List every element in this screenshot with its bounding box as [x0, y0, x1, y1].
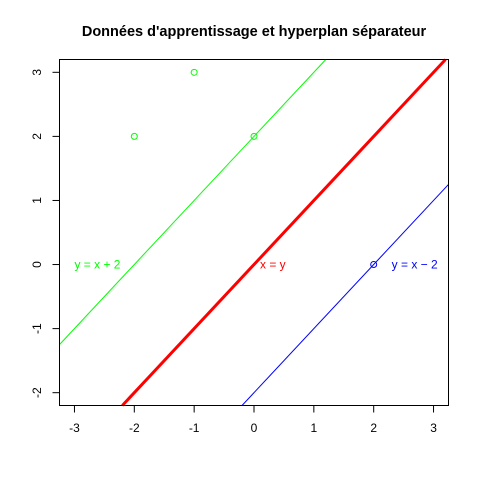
x-tick-label: 0 [251, 421, 258, 435]
y-tick-label: 2 [30, 133, 44, 140]
x-tick-label: -1 [189, 421, 200, 435]
line-lower-margin [241, 184, 449, 406]
y-tick-label: 0 [30, 261, 44, 268]
point-class-negative [370, 261, 378, 269]
point-class-positive [250, 132, 258, 140]
x-axis: -3 -2 -1 0 1 2 3 [69, 405, 437, 435]
point-class-positive [190, 68, 198, 76]
line-annotations: y = x + 2 x = y y = x − 2 [74, 258, 438, 272]
reference-lines [59, 58, 449, 407]
chart-title: Données d'apprentissage et hyperplan sép… [82, 24, 427, 40]
x-tick-label: 3 [430, 421, 437, 435]
y-tick-label: 3 [30, 69, 44, 76]
y-tick-label: -2 [30, 387, 44, 398]
data-points [130, 68, 378, 269]
point-class-positive [130, 132, 138, 140]
x-tick-label: -3 [69, 421, 80, 435]
line-upper-margin [59, 59, 327, 345]
line-separator [121, 58, 447, 407]
x-tick-label: 1 [311, 421, 318, 435]
annotation-upper-margin: y = x + 2 [74, 258, 120, 272]
y-tick-label: -1 [30, 323, 44, 334]
y-axis: -2 -1 0 1 2 3 [30, 69, 60, 398]
plot-frame [59, 59, 449, 406]
y-tick-label: 1 [30, 197, 44, 204]
axes: -3 -2 -1 0 1 2 3 -2 -1 0 1 2 3 [30, 69, 437, 435]
annotation-separator: x = y [260, 258, 286, 272]
x-tick-label: -2 [129, 421, 140, 435]
annotation-lower-margin: y = x − 2 [392, 258, 438, 272]
x-tick-label: 2 [370, 421, 377, 435]
